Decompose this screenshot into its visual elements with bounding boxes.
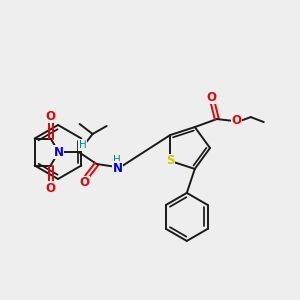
- Text: N: N: [54, 146, 64, 158]
- Text: N: N: [112, 161, 123, 175]
- Text: H: H: [113, 155, 121, 165]
- Text: O: O: [80, 176, 90, 190]
- Text: O: O: [232, 114, 242, 127]
- Text: O: O: [46, 182, 56, 194]
- Text: S: S: [166, 154, 175, 167]
- Text: O: O: [207, 91, 217, 103]
- Text: O: O: [46, 110, 56, 122]
- Text: H: H: [79, 140, 86, 150]
